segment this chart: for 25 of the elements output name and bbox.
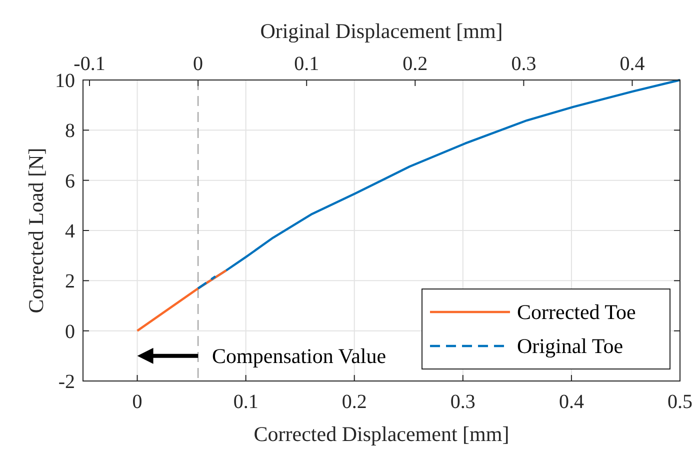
x-tick-label: 0.2: [342, 391, 367, 413]
y-tick-label: 2: [65, 270, 75, 293]
x2-tick-label: -0.1: [74, 53, 106, 75]
x2-tick-label: 0.3: [511, 53, 536, 75]
x-tick-label: 0.1: [233, 391, 258, 413]
x-tick-label: 0.3: [450, 391, 476, 413]
x-tick-label: 0.4: [558, 391, 584, 413]
x-axis-title: Corrected Displacement [mm]: [254, 422, 510, 446]
y-tick-label: 10: [55, 70, 75, 92]
y-axis-title: Corrected Load [N]: [24, 148, 48, 314]
y-tick-label: 6: [65, 170, 75, 192]
x2-tick-label: 0.4: [620, 53, 645, 75]
x2-tick-label: 0: [193, 53, 204, 75]
x-tick-label: 0: [132, 391, 142, 413]
x2-axis-title: Original Displacement [mm]: [260, 19, 503, 43]
x2-tick-label: 0.1: [294, 53, 320, 75]
y-tick-label: 4: [65, 220, 75, 242]
legend-label: Original Toe: [517, 334, 624, 358]
x-tick-label: 0.5: [668, 391, 692, 413]
legend-label: Corrected Toe: [517, 300, 636, 324]
x2-tick-label: 0.2: [402, 53, 428, 75]
y-tick-label: -2: [58, 371, 75, 393]
y-tick-label: 0: [65, 320, 75, 343]
annotation: Compensation Value: [212, 344, 386, 368]
y-tick-label: 8: [65, 120, 75, 142]
